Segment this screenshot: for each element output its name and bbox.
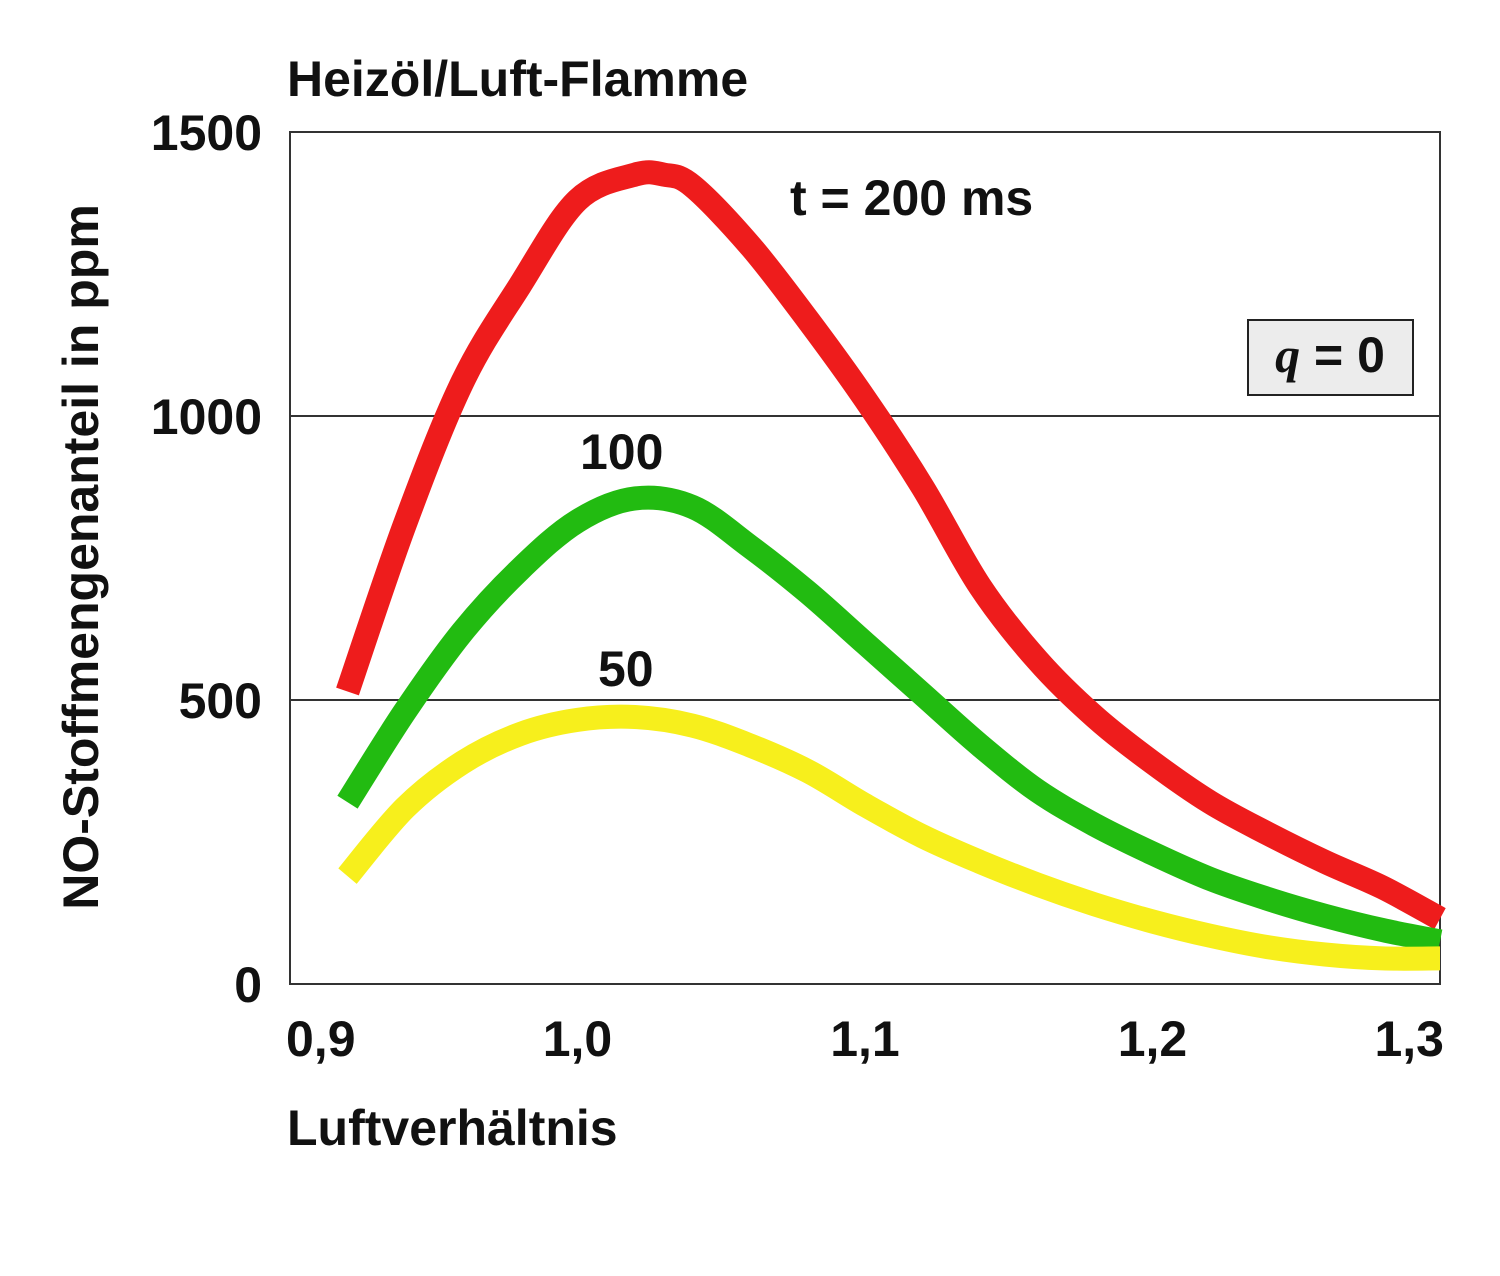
x-tick-label: 1,2 [1118, 1011, 1188, 1067]
parameter-box-label: q = 0 [1275, 327, 1385, 383]
y-tick-label: 0 [234, 957, 262, 1013]
x-tick-label: 1,1 [830, 1011, 900, 1067]
x-tick-label: 0,9 [286, 1011, 356, 1067]
series-lines [336, 160, 1446, 971]
tick-labels: 0 500 1000 1500 0,9 1,0 1,1 1,2 1,3 [151, 105, 1444, 1067]
parameter-box: q = 0 [1247, 319, 1414, 396]
series-line-200ms [336, 160, 1446, 930]
y-axis-title: NO-Stoffmengenanteil in ppm [53, 204, 109, 910]
series-label-100: 100 [580, 424, 663, 480]
series-label-200ms: t = 200 ms [790, 170, 1033, 226]
series-label-50: 50 [598, 641, 654, 697]
x-axis-title: Luftverhältnis [287, 1100, 618, 1156]
y-tick-label: 1000 [151, 389, 262, 445]
parameter-box-frame [1247, 319, 1414, 396]
plot-frame [289, 131, 1441, 985]
x-tick-label: 1,3 [1374, 1011, 1444, 1067]
series-line-100 [337, 485, 1443, 954]
parameter-value: = 0 [1300, 327, 1385, 383]
series-line-50 [338, 704, 1441, 971]
y-tick-label: 1500 [151, 105, 262, 161]
x-tick-label: 1,0 [543, 1011, 613, 1067]
y-tick-label: 500 [179, 673, 262, 729]
parameter-symbol: q [1275, 327, 1300, 383]
chart-title: Heizöl/Luft-Flamme [287, 51, 748, 107]
